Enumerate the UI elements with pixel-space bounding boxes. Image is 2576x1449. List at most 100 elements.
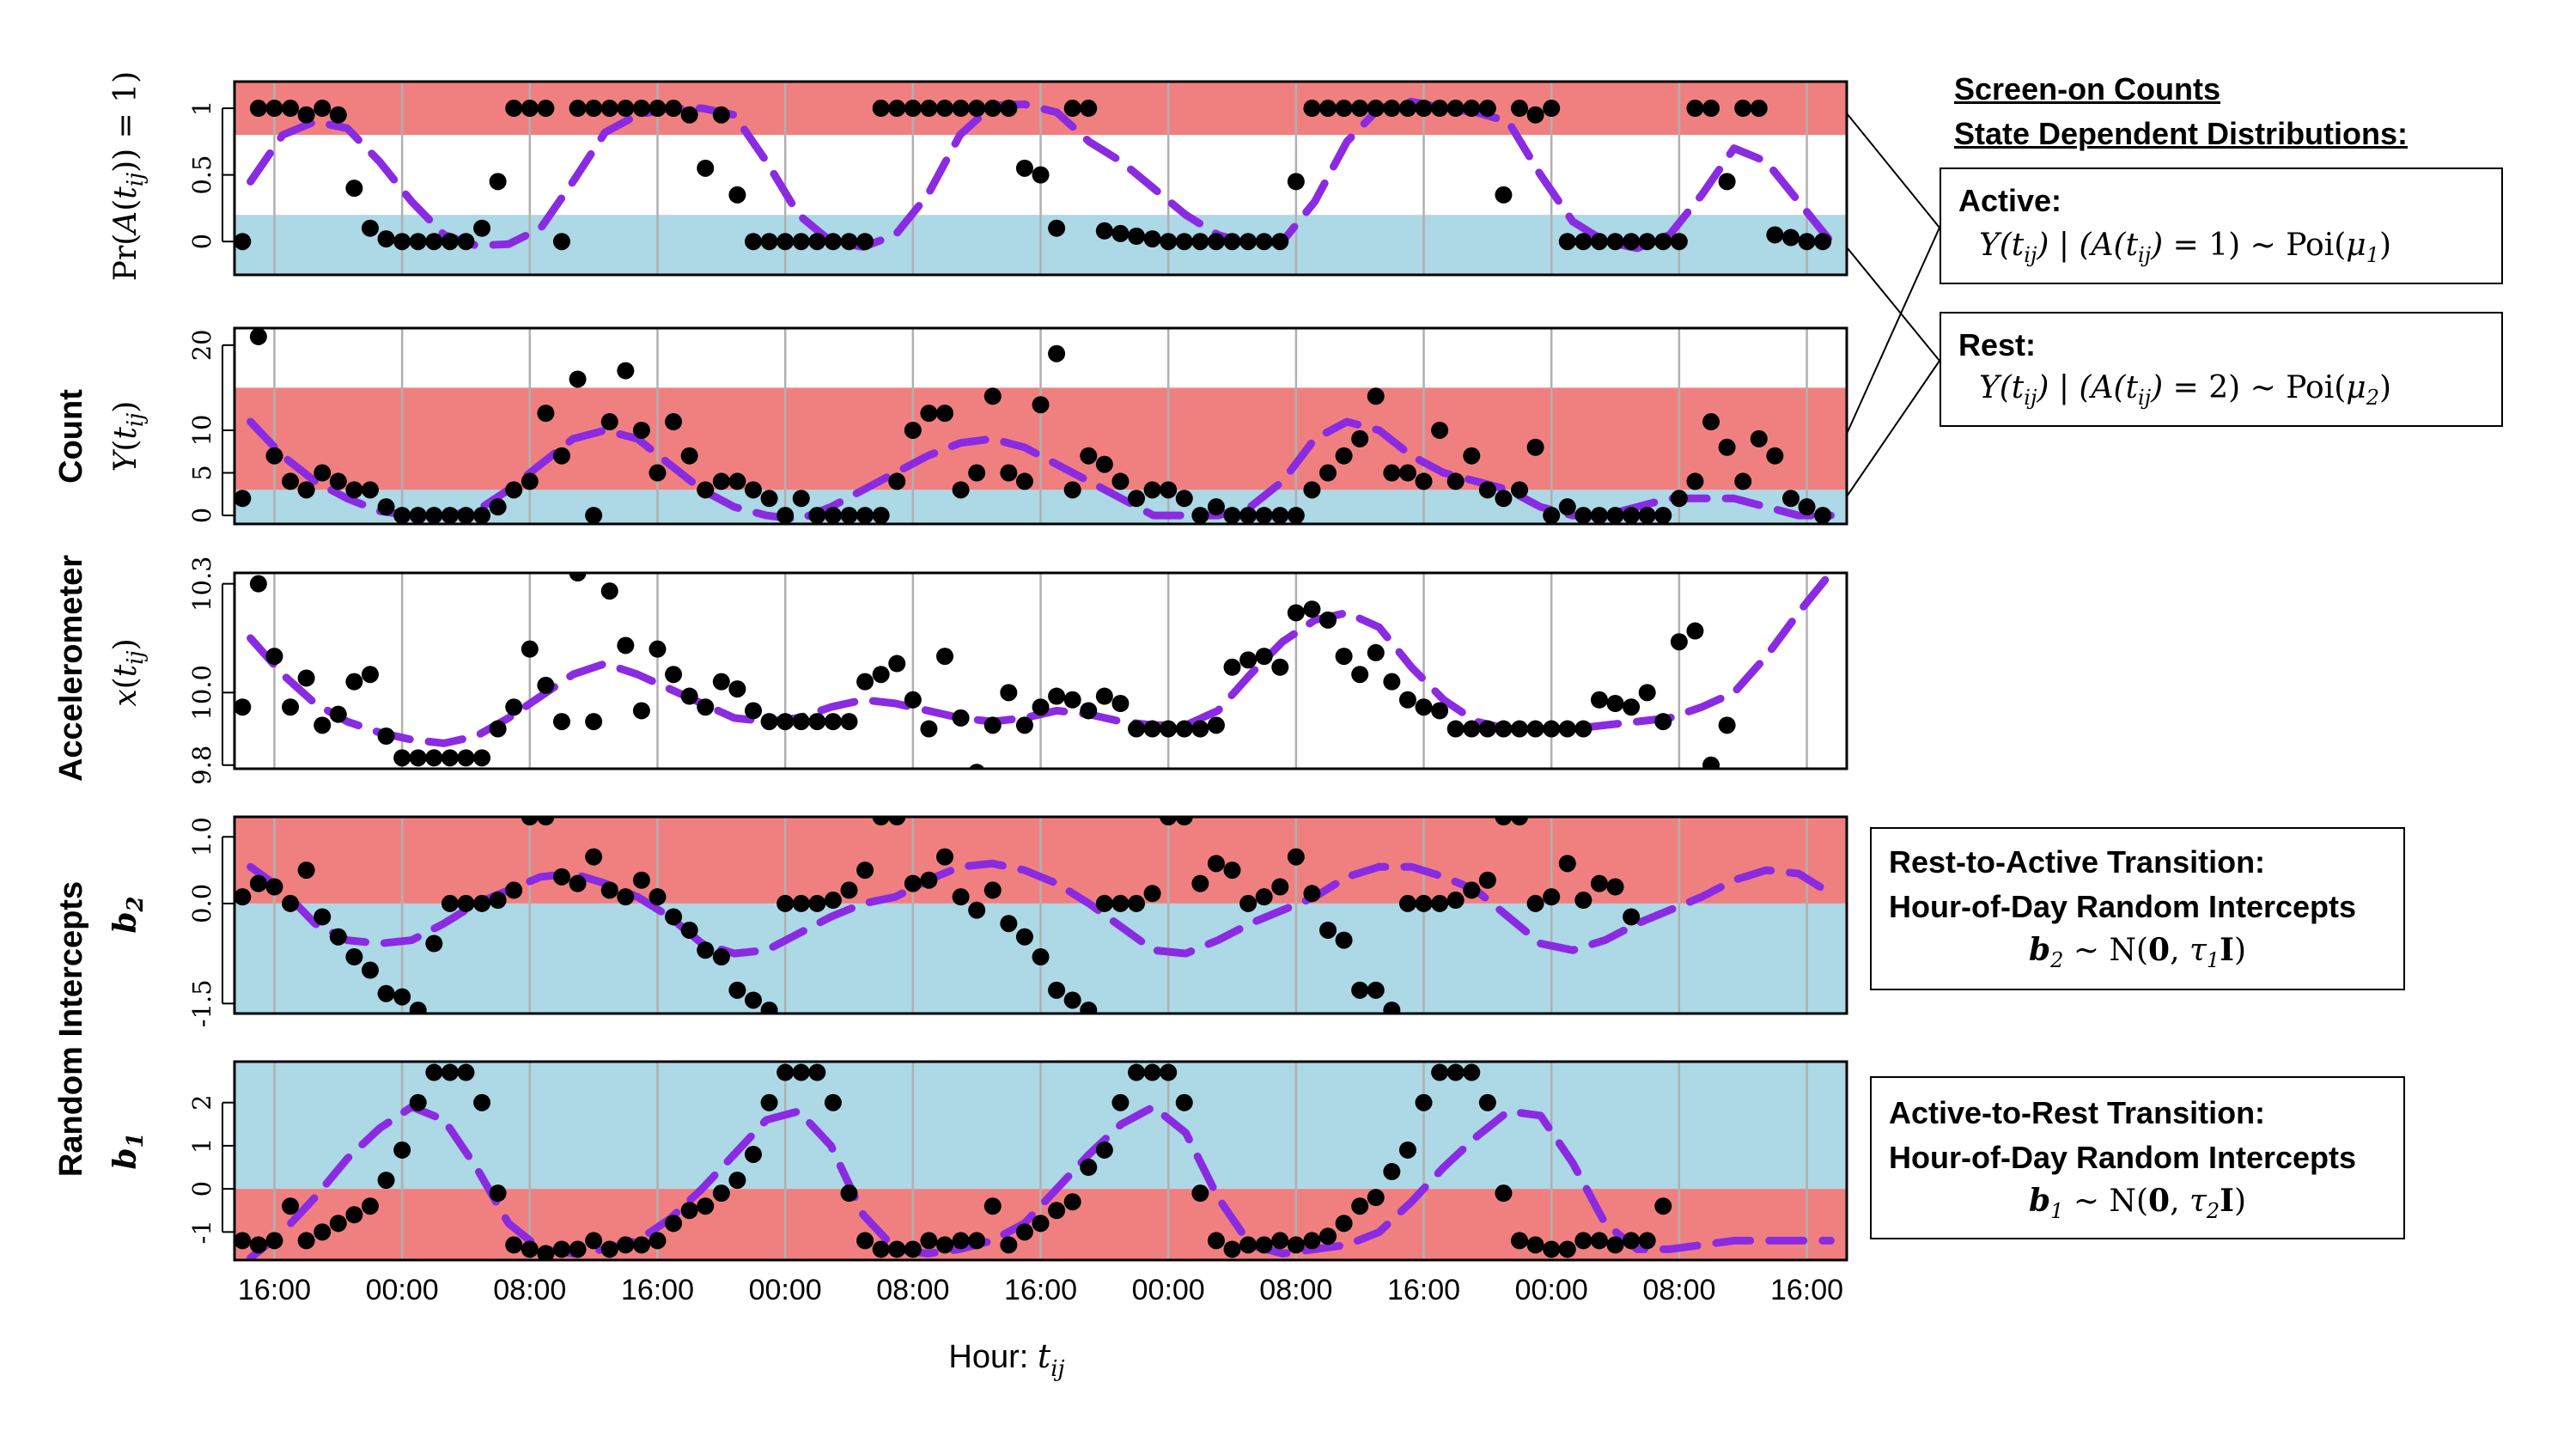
- data-point: [792, 713, 810, 731]
- data-point: [1558, 855, 1576, 873]
- y-axis-label-panel3: x(tij): [108, 638, 149, 706]
- data-point: [521, 472, 539, 490]
- data-point: [776, 713, 795, 731]
- y-tick-label: -1.5: [187, 979, 216, 1027]
- data-point: [1463, 100, 1481, 118]
- y-tick-label: 0: [187, 1181, 216, 1196]
- data-point: [1160, 233, 1178, 251]
- data-point: [1255, 507, 1273, 524]
- data-point: [1367, 100, 1385, 118]
- data-point: [1191, 1184, 1209, 1202]
- data-point: [808, 713, 826, 731]
- data-point: [585, 507, 603, 524]
- data-point: [856, 1232, 874, 1250]
- data-point: [265, 648, 283, 666]
- data-point: [856, 233, 874, 251]
- data-point: [920, 720, 938, 738]
- data-point: [585, 1232, 603, 1250]
- active-formula: Y(tij) | (A(tij) = 1) ~ Poi(μ1): [1979, 228, 2392, 268]
- data-point: [489, 173, 507, 191]
- data-point: [569, 1240, 587, 1258]
- data-point: [297, 861, 315, 880]
- data-point: [1048, 344, 1066, 362]
- data-point: [1191, 507, 1209, 524]
- data-point: [1303, 100, 1321, 118]
- data-point: [776, 894, 795, 912]
- y-axis-label-accelerometer: Accelerometer: [53, 555, 89, 782]
- y-tick-label: 1: [187, 1138, 216, 1154]
- panel-4: -1.5 0.0 1.0: [187, 815, 1848, 1027]
- data-point: [808, 233, 826, 251]
- data-point: [1335, 648, 1353, 666]
- data-point: [1415, 894, 1433, 912]
- data-point: [473, 1093, 491, 1111]
- data-point: [1303, 885, 1321, 903]
- data-point: [1478, 871, 1496, 889]
- data-point: [282, 894, 300, 912]
- data-point: [329, 1215, 347, 1233]
- data-point: [1287, 1236, 1305, 1254]
- data-point: [1160, 720, 1178, 738]
- y-tick-label: 9.8: [187, 746, 216, 785]
- x-tick-label: 00:00: [1132, 1274, 1205, 1306]
- data-point: [409, 749, 427, 767]
- y-axis-label-panel5: b1: [107, 1132, 149, 1169]
- data-point: [1383, 1163, 1401, 1181]
- data-point: [697, 159, 715, 177]
- data-point: [1543, 888, 1561, 906]
- data-point: [552, 868, 570, 886]
- data-point: [617, 362, 635, 380]
- data-point: [856, 673, 874, 691]
- data-point: [1128, 1063, 1146, 1081]
- data-point: [425, 507, 443, 524]
- x-axis-label: Hour: tij: [948, 1337, 1064, 1382]
- panel-frame: [233, 80, 1848, 277]
- data-point: [1606, 695, 1624, 712]
- data-point: [1351, 666, 1369, 684]
- data-point: [840, 233, 858, 251]
- data-point: [1398, 691, 1416, 709]
- data-point: [1654, 507, 1672, 524]
- data-point: [680, 921, 698, 939]
- data-point: [1000, 1236, 1018, 1254]
- fitted-curve: [247, 97, 1835, 253]
- data-point: [1415, 472, 1433, 490]
- data-point: [1111, 695, 1130, 712]
- active-distribution-box: Active: Y(tij) | (A(tij) = 1) ~ Poi(μ1): [1940, 167, 2503, 284]
- data-point: [1638, 233, 1656, 251]
- data-point: [632, 871, 650, 889]
- data-point: [377, 984, 395, 1002]
- data-point: [1223, 861, 1241, 880]
- data-point: [1111, 472, 1130, 490]
- connector-lines: [1846, 113, 1940, 497]
- data-point: [569, 370, 587, 388]
- data-point: [1367, 981, 1385, 999]
- data-point: [1143, 885, 1161, 903]
- data-point: [1128, 894, 1146, 912]
- data-point: [744, 233, 762, 251]
- data-point: [1606, 1236, 1624, 1254]
- panel-1: 00.51: [187, 80, 1848, 277]
- data-point: [1574, 720, 1592, 738]
- data-point: [1335, 447, 1353, 465]
- data-point: [1367, 1189, 1385, 1207]
- data-point: [984, 1197, 1002, 1215]
- data-point: [585, 848, 603, 866]
- data-point: [1207, 498, 1225, 516]
- data-point: [1623, 507, 1641, 524]
- data-point: [1175, 490, 1193, 508]
- data-point: [776, 507, 795, 524]
- data-point: [984, 716, 1002, 734]
- data-point: [1415, 698, 1433, 716]
- data-point: [632, 702, 650, 720]
- data-point: [1128, 490, 1146, 508]
- x-tick-label: 16:00: [1004, 1274, 1077, 1306]
- data-point: [345, 948, 363, 966]
- data-point: [1175, 1093, 1193, 1111]
- data-point: [1015, 1223, 1033, 1241]
- data-point: [665, 1215, 683, 1233]
- data-point: [872, 1240, 890, 1258]
- rta-line2: Hour-of-Day Random Intercepts: [1889, 889, 2357, 924]
- data-point: [792, 233, 810, 251]
- data-point: [728, 680, 746, 698]
